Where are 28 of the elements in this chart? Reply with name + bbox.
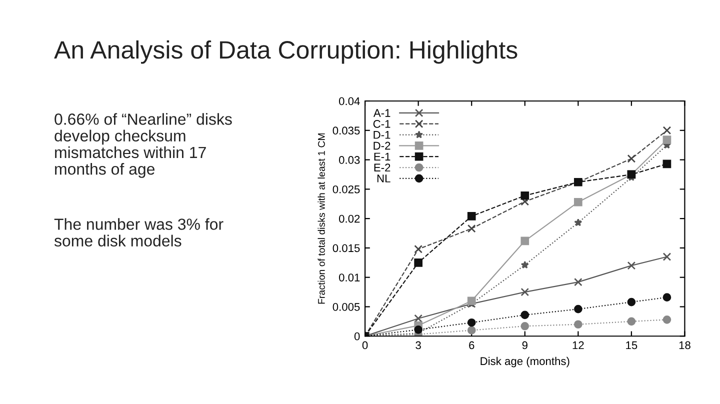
y-tick-label: 0 [354,332,360,340]
legend-label: C-1 [373,120,390,128]
x-axis-title: Disk age (months) [480,356,570,368]
y-tick-label: 0.01 [338,274,360,282]
y-tick-label: 0.02 [338,214,360,223]
legend-label: E-1 [374,152,390,160]
y-tick-label: 0.035 [332,126,360,135]
y-tick-label: 0.005 [332,303,360,311]
y-tick-label: 0.015 [332,244,360,252]
text: An Analysis of Data Corruption: Highlights [54,40,518,64]
legend-label: NL [377,174,390,182]
y-axis-title: Fraction of total disks with at least 1 CM [318,133,325,304]
x-tick-label: 6 [469,341,474,350]
y-tick-label: 0.04 [338,97,360,106]
legend-label: E-2 [374,164,390,172]
x-tick-label: 0 [362,341,368,350]
x-tick-label: 18 [679,341,690,350]
text: The number was 3% for some disk models [54,218,224,247]
x-tick-label: 12 [572,341,584,350]
text: 0.66% of “Nearline” disks develop checksum mismatches within 17 months of age [54,113,232,178]
legend-label: A-1 [373,109,390,117]
x-tick-label: 9 [522,341,528,350]
y-tick-label: 0.025 [332,185,360,194]
x-tick-label: 15 [626,341,638,350]
x-tick-label: 3 [416,341,421,350]
y-tick-label: 0.03 [338,156,360,164]
legend-label: D-1 [374,131,390,139]
legend-label: D-2 [374,142,390,150]
